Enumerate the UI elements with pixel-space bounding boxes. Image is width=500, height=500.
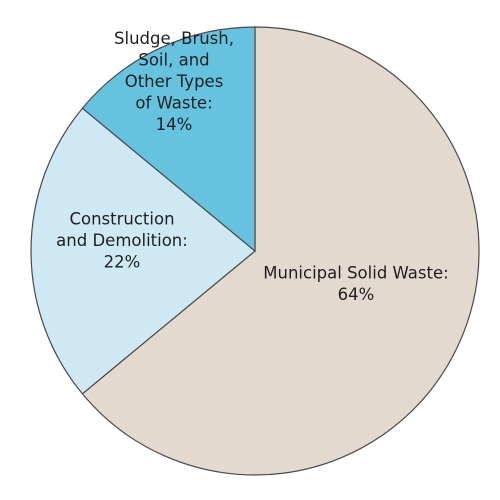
slice-label-0: Municipal Solid Waste: 64% [263, 263, 448, 304]
pie-labels: Municipal Solid Waste: 64% Construction and… [56, 29, 449, 304]
slice-label-2-line-3: of Waste: [135, 94, 212, 113]
pie-slice-2 [81, 26, 256, 253]
slice-label-2-line-2: Other Types [125, 72, 224, 91]
slice-label-0-line-1: 64% [338, 285, 375, 304]
slice-label-2: Sludge, Brush, Soil, and Other Types of Was… [114, 29, 234, 134]
pie-slice-0 [81, 26, 480, 476]
slice-label-1-line-0: Construction [69, 210, 174, 229]
slice-label-2-line-0: Sludge, Brush, [114, 29, 234, 48]
slice-label-1-line-2: 22% [104, 253, 141, 272]
pie-slices [30, 26, 480, 476]
slice-label-2-line-4: 14% [156, 115, 193, 134]
slice-label-1: Construction and Demolition: 22% [56, 210, 188, 272]
slice-label-2-line-1: Soil, and [138, 51, 209, 70]
slice-label-1-line-1: and Demolition: [56, 231, 188, 250]
slice-label-0-line-0: Municipal Solid Waste: [263, 263, 448, 282]
pie-slice-1 [30, 107, 256, 395]
